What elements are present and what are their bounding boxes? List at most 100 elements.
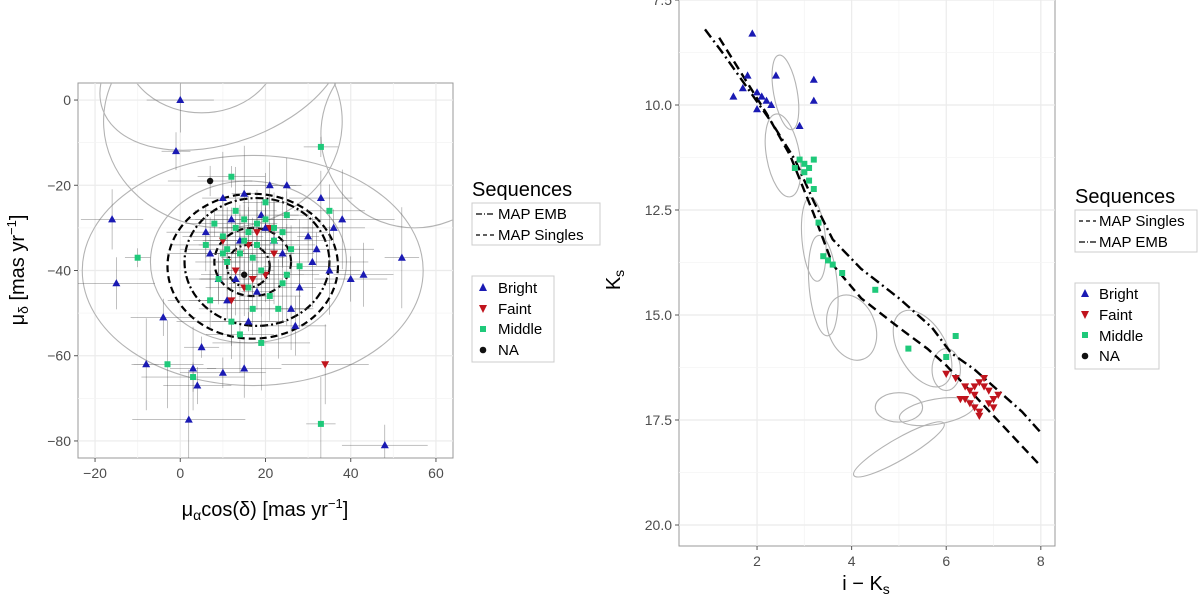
point-middle bbox=[279, 280, 286, 287]
point-middle bbox=[952, 333, 959, 339]
point-faint bbox=[975, 408, 984, 416]
point-middle bbox=[245, 229, 252, 236]
point-faint bbox=[244, 241, 253, 250]
point-middle bbox=[232, 224, 239, 231]
p1-x-ticks: −20 0 20 40 60 bbox=[83, 458, 444, 481]
point-bright bbox=[771, 71, 780, 79]
point-middle bbox=[241, 216, 248, 223]
point-middle bbox=[224, 258, 231, 265]
y-tick-label: 0 bbox=[63, 92, 71, 108]
proper-motion-chart: −20 0 20 40 60 0 −20 −40 −60 −80 μαcos(δ) [mas y… bbox=[4, 82, 601, 523]
p1-x-axis-label: μαcos(δ) [mas yr−1] bbox=[182, 496, 349, 523]
grey-ellipse bbox=[764, 113, 802, 198]
point-middle bbox=[271, 237, 278, 244]
grey-ellipse bbox=[807, 234, 839, 337]
point-bright bbox=[257, 210, 266, 219]
point-middle bbox=[815, 219, 822, 226]
point-na bbox=[240, 271, 248, 278]
point-bright bbox=[231, 274, 240, 283]
point-bright bbox=[206, 249, 215, 257]
p1-legend-key-bright bbox=[479, 283, 487, 291]
point-bright bbox=[278, 249, 287, 257]
point-faint bbox=[975, 379, 984, 387]
map-emb-line bbox=[704, 28, 1042, 434]
point-bright bbox=[304, 232, 313, 240]
y-tick-label: 7.5 bbox=[653, 0, 673, 8]
point-faint bbox=[961, 396, 970, 404]
point-bright bbox=[291, 321, 300, 329]
point-middle bbox=[164, 361, 171, 368]
point-middle bbox=[810, 156, 817, 163]
p2-x-ticks: 2 4 6 8 bbox=[753, 546, 1045, 569]
point-bright bbox=[193, 381, 202, 389]
p1-legend-key-na bbox=[479, 346, 487, 354]
p1-points bbox=[108, 95, 406, 449]
point-bright bbox=[218, 368, 227, 376]
point-bright bbox=[159, 313, 168, 321]
point-na bbox=[206, 177, 214, 185]
point-faint bbox=[965, 387, 974, 395]
p2-legend-seq-box bbox=[1074, 209, 1198, 253]
point-bright bbox=[172, 146, 181, 155]
grey-ellipse bbox=[874, 392, 924, 423]
x-tick-label: 8 bbox=[1037, 553, 1045, 569]
point-middle bbox=[134, 254, 141, 261]
point-faint bbox=[270, 250, 279, 258]
p2-legend-groups: Bright Faint Middle NA bbox=[1074, 282, 1160, 370]
point-bright bbox=[295, 283, 304, 291]
x-tick-label: 0 bbox=[176, 465, 184, 481]
point-bright bbox=[240, 189, 249, 197]
point-middle bbox=[258, 339, 265, 346]
point-faint bbox=[970, 404, 979, 412]
p2-legend-key-middle bbox=[1082, 332, 1088, 338]
point-bright bbox=[244, 317, 253, 325]
point-faint bbox=[942, 370, 951, 378]
point-middle bbox=[245, 284, 252, 291]
p2-grid bbox=[679, 0, 1055, 546]
grey-ellipse bbox=[136, 83, 268, 114]
x-tick-label: −20 bbox=[83, 465, 107, 481]
grey-ellipse bbox=[931, 348, 961, 392]
point-faint bbox=[261, 271, 270, 279]
p1-legend-grp-2: Middle bbox=[498, 321, 542, 338]
p2-legend-sequences-title: Sequences bbox=[1075, 186, 1175, 208]
point-bright bbox=[312, 244, 321, 253]
p2-legend-key-faint bbox=[1081, 311, 1089, 319]
point-middle bbox=[872, 286, 879, 293]
point-bright bbox=[762, 96, 771, 104]
point-faint bbox=[970, 391, 979, 399]
p2-legend-key-bright bbox=[1081, 289, 1089, 297]
point-bright bbox=[316, 193, 325, 202]
point-middle bbox=[228, 173, 235, 180]
point-bright bbox=[325, 266, 334, 274]
point-bright bbox=[282, 181, 291, 189]
y-tick-label: −60 bbox=[47, 348, 71, 364]
y-tick-label: 20.0 bbox=[645, 517, 672, 533]
p1-legend-sequences-title: Sequences bbox=[472, 179, 572, 201]
point-middle bbox=[296, 263, 303, 270]
point-middle bbox=[283, 212, 290, 219]
point-bright bbox=[223, 296, 232, 304]
point-middle bbox=[283, 271, 290, 278]
point-bright bbox=[184, 415, 193, 423]
p2-y-axis-label: Ks bbox=[603, 270, 627, 290]
p2-legend-grp-0: Bright bbox=[1099, 286, 1139, 303]
p2-legend-seq-1: MAP EMB bbox=[1099, 234, 1168, 251]
point-middle bbox=[839, 270, 846, 276]
point-bright bbox=[189, 364, 198, 372]
point-middle bbox=[236, 331, 243, 338]
p1-legend-grp-0: Bright bbox=[498, 280, 538, 297]
point-bright bbox=[359, 270, 368, 278]
point-middle bbox=[224, 246, 231, 253]
p2-x-axis-label: i − Ks bbox=[842, 573, 890, 597]
point-middle bbox=[943, 354, 950, 360]
p1-legend-seq-box bbox=[471, 202, 601, 246]
point-bright bbox=[287, 304, 296, 312]
p2-legend-sequences: Sequences MAP Singles MAP EMB bbox=[1074, 186, 1198, 253]
point-faint bbox=[980, 383, 989, 391]
point-faint bbox=[961, 383, 970, 391]
p2-legend-grp-2: Middle bbox=[1099, 328, 1143, 345]
x-tick-label: 4 bbox=[848, 553, 856, 569]
point-bright bbox=[753, 88, 762, 96]
